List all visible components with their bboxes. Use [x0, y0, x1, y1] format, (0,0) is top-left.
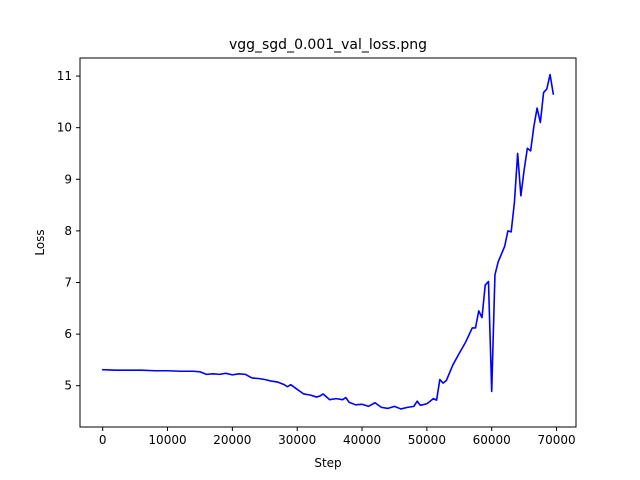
y-tick-label: 7 [64, 275, 72, 289]
x-tick-label: 40000 [343, 433, 381, 447]
y-tick-label: 8 [64, 224, 72, 238]
x-tick-label: 50000 [408, 433, 446, 447]
y-tick-label: 6 [64, 327, 72, 341]
y-tick-label: 10 [57, 121, 72, 135]
tick-layer: 0 10000 20000 30000 40000 50000 60000 70000 5 6 7 8… [57, 69, 576, 447]
x-tick-label: 70000 [537, 433, 575, 447]
x-tick-label: 20000 [213, 433, 251, 447]
y-tick-label: 5 [64, 379, 72, 393]
plot-frame [79, 57, 577, 428]
chart-title: vgg_sgd_0.001_val_loss.png [229, 37, 427, 53]
x-axis-title: Step [314, 456, 341, 470]
y-tick-label: 9 [64, 172, 72, 186]
plot-layer [101, 73, 555, 410]
x-tick-label: 10000 [148, 433, 186, 447]
x-tick-label: 0 [99, 433, 107, 447]
loss-series-line [101, 73, 555, 410]
x-tick-label: 30000 [278, 433, 316, 447]
y-tick-label: 11 [57, 69, 72, 83]
y-axis-title: Loss [33, 229, 47, 255]
x-tick-label: 60000 [473, 433, 511, 447]
